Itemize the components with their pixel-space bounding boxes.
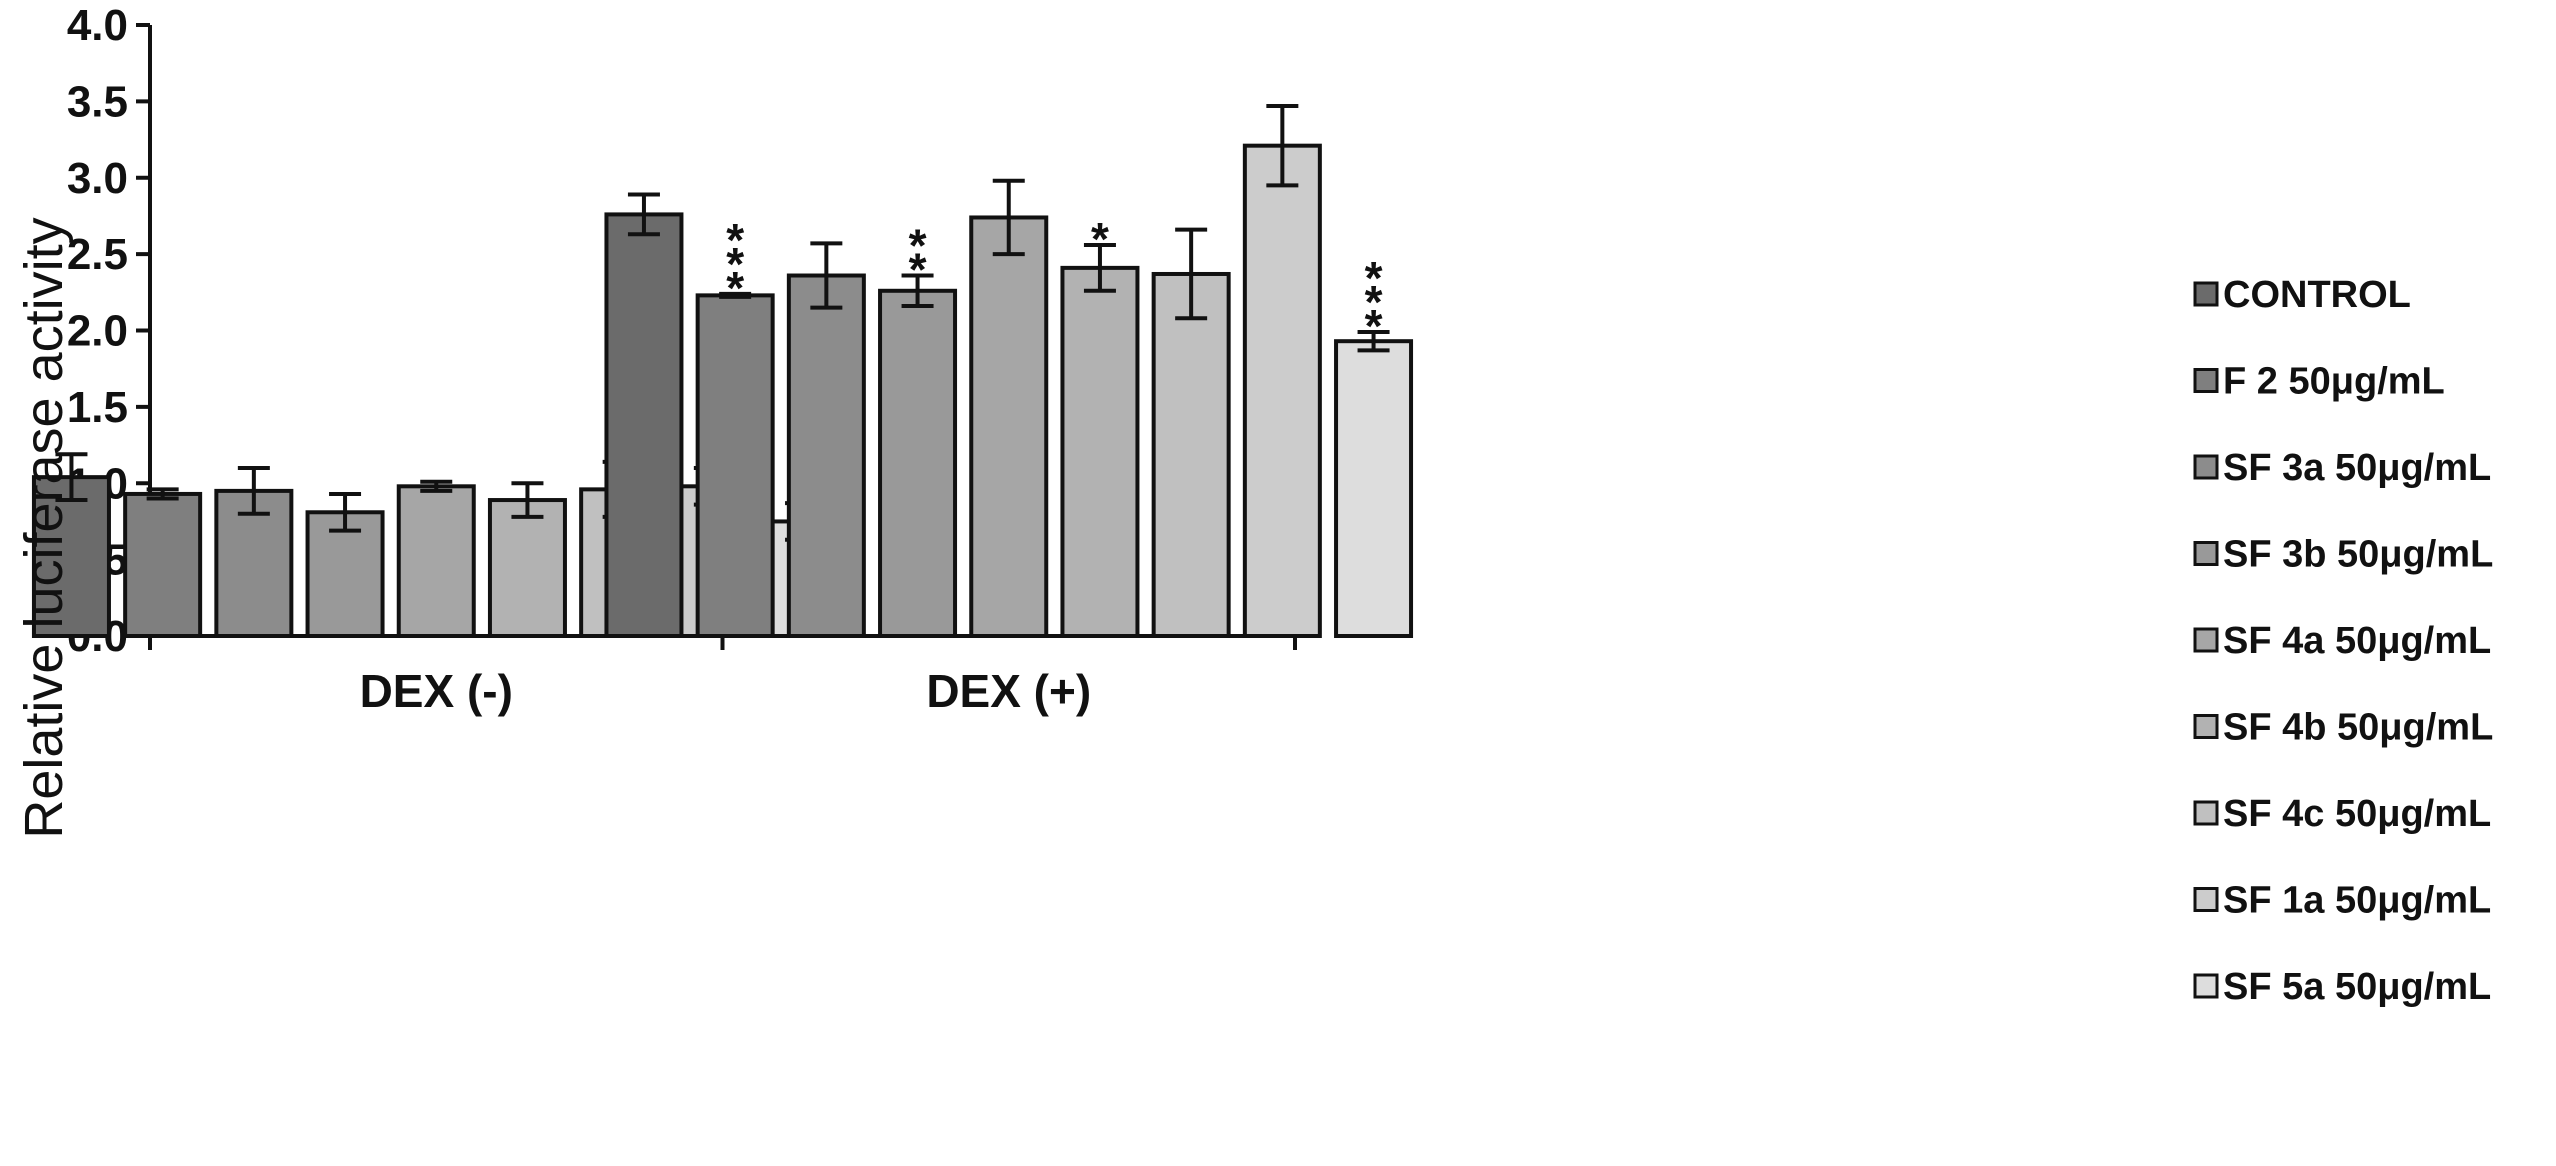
bar bbox=[1334, 339, 1414, 638]
legend-swatch bbox=[2193, 627, 2219, 653]
legend-label: CONTROL bbox=[2223, 274, 2411, 316]
legend-label: SF 4a 50μg/mL bbox=[2223, 620, 2491, 662]
significance-marker: * bbox=[1091, 213, 1109, 265]
bar bbox=[1242, 143, 1322, 639]
legend-label: SF 1a 50μg/mL bbox=[2223, 880, 2491, 922]
x-category-label: DEX (-) bbox=[360, 665, 513, 717]
significance-marker: * bbox=[726, 262, 744, 314]
bar bbox=[878, 288, 958, 638]
bar bbox=[396, 484, 476, 638]
legend: CONTROL F 2 50μg/mL SF 3a 50μg/mL SF 3b 50μ… bbox=[2193, 274, 2493, 1008]
legend-swatch bbox=[2193, 800, 2219, 826]
legend-swatch bbox=[2193, 454, 2219, 480]
legend-swatch bbox=[2193, 887, 2219, 912]
bar bbox=[123, 491, 203, 638]
bar bbox=[487, 498, 567, 638]
y-tick-label: 2.5 bbox=[67, 230, 128, 279]
significance-marker: * bbox=[1365, 300, 1383, 352]
y-tick-label: 2.0 bbox=[67, 307, 128, 356]
x-category-label: DEX (+) bbox=[926, 665, 1091, 717]
bar bbox=[786, 273, 866, 638]
y-axis: 0.00.51.01.52.02.53.03.54.0 bbox=[67, 1, 152, 661]
legend-label: SF 5a 50μg/mL bbox=[2223, 966, 2491, 1008]
y-tick-label: 3.5 bbox=[67, 77, 128, 126]
legend-label: SF 3b 50μg/mL bbox=[2223, 534, 2493, 576]
legend-swatch bbox=[2193, 281, 2219, 307]
bar bbox=[695, 293, 775, 638]
legend-swatch bbox=[2193, 368, 2219, 393]
bar bbox=[604, 212, 684, 638]
x-axis: DEX (-) DEX (+) bbox=[148, 634, 1297, 717]
legend-swatch bbox=[2193, 541, 2219, 566]
y-tick-label: 3.0 bbox=[67, 154, 128, 203]
y-tick-label: 1.5 bbox=[67, 383, 128, 432]
y-axis-label: Relative luciferase activity bbox=[14, 217, 74, 838]
significance-marker: * bbox=[909, 220, 927, 272]
legend-label: SF 4b 50μg/mL bbox=[2223, 707, 2493, 749]
bars: ********* bbox=[31, 103, 1414, 639]
significance-marker: * bbox=[909, 244, 927, 296]
significance-marker: * bbox=[726, 214, 744, 266]
bar bbox=[1151, 271, 1231, 638]
bar bbox=[1060, 265, 1140, 638]
y-tick-label: 4.0 bbox=[67, 1, 128, 50]
bar bbox=[305, 510, 385, 639]
significance-marker: * bbox=[1365, 276, 1383, 328]
bar bbox=[969, 215, 1049, 638]
legend-label: SF 4c 50μg/mL bbox=[2223, 793, 2491, 835]
significance-marker: * bbox=[726, 238, 744, 290]
legend-swatch bbox=[2193, 973, 2219, 999]
legend-label: SF 3a 50μg/mL bbox=[2223, 447, 2491, 489]
legend-label: F 2 50μg/mL bbox=[2223, 361, 2445, 403]
significance-marker: * bbox=[1365, 252, 1383, 304]
legend-swatch bbox=[2193, 714, 2219, 739]
